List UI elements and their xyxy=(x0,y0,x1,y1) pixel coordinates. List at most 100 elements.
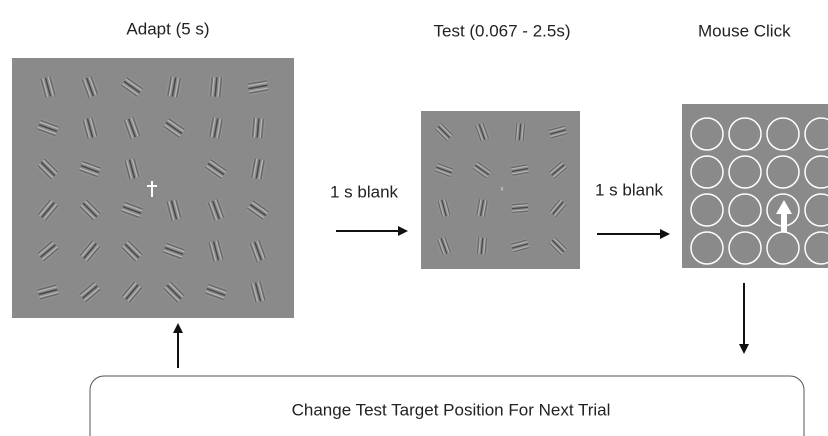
gabor-stripe xyxy=(512,210,529,214)
gabor-stripe xyxy=(123,161,130,181)
gabor-stripe xyxy=(42,246,58,260)
gabor-stripe xyxy=(511,240,528,247)
gabor-stripe xyxy=(258,240,267,259)
gabor-stripe xyxy=(125,284,139,300)
gabor-stripe xyxy=(82,119,89,139)
gabor-stripe xyxy=(472,169,487,180)
gabor-stripe xyxy=(549,199,561,213)
gabor-stripe xyxy=(121,210,140,219)
gabor-stripe xyxy=(249,90,269,96)
gabor-stripe xyxy=(86,118,94,138)
gabor-stripe xyxy=(162,126,179,139)
gabor xyxy=(39,75,57,99)
gabor-stripe xyxy=(122,120,131,140)
gabor-stripe xyxy=(523,124,527,141)
gabor-stripe xyxy=(206,202,215,222)
gabor-stripe xyxy=(443,237,450,253)
gabor-stripe xyxy=(85,288,101,303)
gabor-stripe xyxy=(512,170,529,175)
gabor xyxy=(162,241,186,261)
gabor xyxy=(474,198,490,218)
gabor-stripe xyxy=(552,201,564,215)
gabor-stripe xyxy=(480,237,484,255)
gabor-stripe xyxy=(548,160,562,172)
gabor-stripe xyxy=(82,202,98,218)
gabor-stripe xyxy=(477,161,492,172)
gabor-stripe xyxy=(163,288,178,303)
gabor-stripe xyxy=(510,162,528,167)
gabor-stripe xyxy=(121,247,136,262)
gabor-stripe xyxy=(121,208,141,217)
gabor-stripe xyxy=(80,79,89,99)
gabor-stripe xyxy=(437,200,443,218)
gabor-stripe xyxy=(219,119,225,139)
gabor-stripe xyxy=(438,239,445,255)
gabor-stripe xyxy=(214,199,223,219)
gabor-stripe xyxy=(176,198,183,218)
gabor-stripe xyxy=(213,118,219,138)
gabor-stripe xyxy=(86,246,101,262)
gabor-stripe xyxy=(521,123,524,141)
gabor-stripe xyxy=(207,117,213,137)
gabor-stripe xyxy=(550,241,563,254)
gabor xyxy=(250,117,266,139)
gabor-stripe xyxy=(79,281,95,296)
gabor-stripe xyxy=(248,206,265,219)
gabor-stripe xyxy=(166,241,186,250)
gabor-stripe xyxy=(549,126,566,133)
gabor-stripe xyxy=(478,237,481,255)
gabor-stripe xyxy=(121,281,136,297)
gabor-stripe xyxy=(514,123,518,140)
gabor-stripe xyxy=(255,159,261,179)
gabor-stripe xyxy=(38,163,54,179)
gabor xyxy=(36,239,60,263)
gabor-stripe xyxy=(214,77,218,97)
gabor-stripe xyxy=(79,240,94,256)
gabor-stripe xyxy=(124,160,131,180)
gabor xyxy=(120,200,144,220)
gabor-stripe xyxy=(249,204,267,216)
gabor-stripe xyxy=(37,199,52,215)
gabor-stripe xyxy=(120,280,134,296)
gabor-stripe xyxy=(482,122,489,139)
gabor-stripe xyxy=(123,120,132,139)
gabor xyxy=(548,124,568,140)
gabor xyxy=(120,280,144,304)
gabor-stripe xyxy=(259,281,266,301)
gabor-stripe xyxy=(128,240,143,255)
gabor-stripe xyxy=(40,161,56,177)
gabor-stripe xyxy=(163,251,182,260)
gabor xyxy=(204,282,228,302)
gabor-stripe xyxy=(437,164,453,171)
gabor-stripe xyxy=(45,157,60,172)
gabor xyxy=(78,280,102,304)
gabor xyxy=(435,236,453,256)
gabor-stripe xyxy=(548,124,565,130)
gabor-stripe xyxy=(163,249,183,258)
gabor-stripe xyxy=(204,167,221,180)
gabor xyxy=(123,157,141,181)
gabor-stripe xyxy=(36,239,52,253)
gabor-stripe xyxy=(40,118,60,127)
gabor-stripe xyxy=(510,238,527,244)
gabor-stripe xyxy=(445,236,453,253)
gabor-stripe xyxy=(166,284,182,300)
gabor-stripe xyxy=(475,237,479,254)
gabor-stripe xyxy=(78,170,98,179)
gabor-stripe xyxy=(83,243,97,259)
gabor-stripe xyxy=(215,240,223,260)
gabor xyxy=(510,238,530,254)
gabor xyxy=(510,162,530,178)
gabor-stripe xyxy=(437,163,454,170)
gabor-stripe xyxy=(78,280,94,294)
gabor-stripe xyxy=(123,81,141,93)
gabor-stripe xyxy=(512,211,529,215)
gabor-stripe xyxy=(477,160,492,171)
gabor-stripe xyxy=(164,247,184,255)
gabor-stripe xyxy=(43,204,57,220)
gabor-stripe xyxy=(209,242,217,262)
gabor xyxy=(207,239,225,263)
gabor-stripe xyxy=(167,76,172,96)
gabor-stripe xyxy=(253,199,270,212)
gabor-stripe xyxy=(556,204,568,218)
